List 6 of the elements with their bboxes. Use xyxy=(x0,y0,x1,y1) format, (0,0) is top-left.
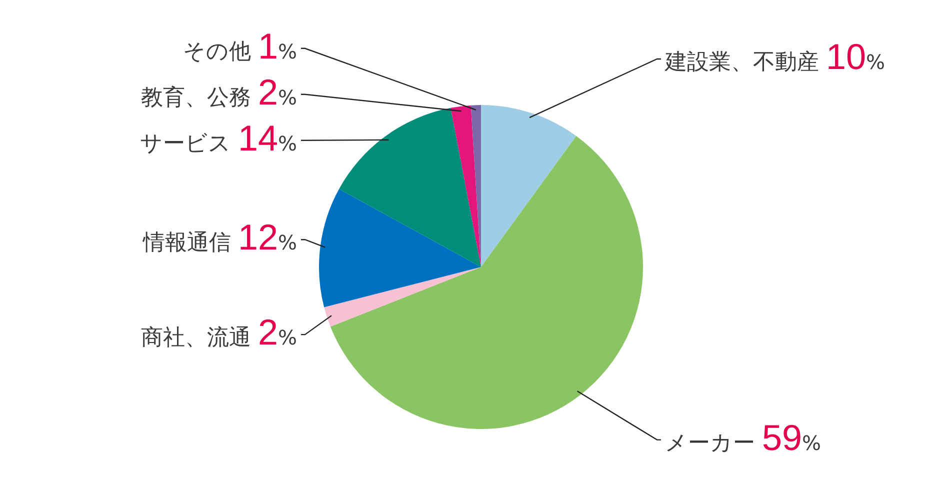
pie-slice xyxy=(319,188,481,308)
pie-slice xyxy=(330,136,643,429)
pie-slice xyxy=(339,108,481,267)
pie-slice xyxy=(450,105,481,267)
pie-slice xyxy=(324,267,481,327)
pie-slice xyxy=(481,105,576,267)
